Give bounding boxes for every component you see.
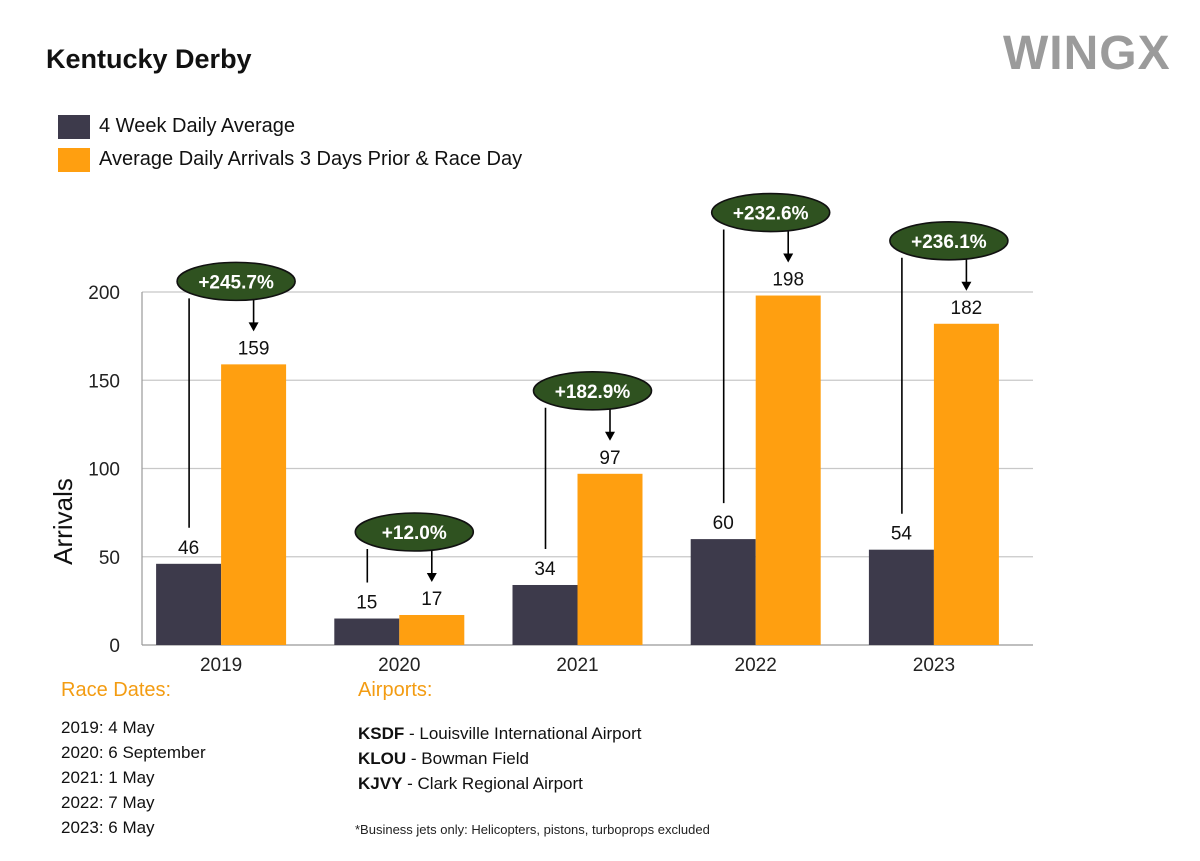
bar-4-week-average (334, 618, 400, 645)
airport-item: KJVY - Clark Regional Airport (358, 771, 641, 796)
legend-label-series-2: Average Daily Arrivals 3 Days Prior & Ra… (99, 148, 523, 170)
airports-title: Airports: (358, 679, 433, 701)
brand-logo: WINGX (1003, 27, 1171, 80)
legend-item-series-1: 4 Week Daily Average (58, 110, 522, 143)
bar-4-week-average (512, 584, 578, 645)
data-label: 15 (356, 593, 377, 614)
airport-code: KJVY (358, 774, 403, 793)
airport-code: KSDF (358, 724, 405, 743)
page-title: Kentucky Derby (46, 44, 252, 74)
race-date-item: 2021: 1 May (61, 768, 155, 787)
annotation-label: +12.0% (382, 523, 447, 544)
y-tick-label: 50 (99, 548, 120, 569)
annotation-arrow-head (783, 253, 794, 263)
y-tick-label: 150 (88, 371, 120, 392)
airport-code: KLOU (358, 749, 407, 768)
annotation-arrow-head (605, 431, 615, 441)
race-date-item: 2023: 6 May (61, 818, 155, 837)
annotation-bubble (176, 261, 296, 302)
y-tick-label: 0 (109, 636, 120, 657)
race-dates-title: Race Dates: (61, 679, 172, 701)
legend-swatch-dark (58, 114, 90, 139)
legend-item-series-2: Average Daily Arrivals 3 Days Prior & Ra… (58, 143, 522, 176)
bar-chart: 0 50 100 150 200 Arrivals 46 159 2019 +245.7% 15 17… (48, 192, 1033, 676)
bar-race-arrivals (221, 364, 287, 645)
data-label: 159 (238, 338, 270, 359)
x-tick-label: 2021 (556, 655, 598, 676)
data-label: 54 (891, 524, 913, 545)
annotation-label: +245.7% (198, 272, 274, 293)
race-dates-list: 2019: 4 May 2020: 6 September 2021: 1 Ma… (61, 715, 206, 840)
airport-name: - Clark Regional Airport (402, 774, 583, 793)
x-tick-label: 2019 (200, 655, 242, 676)
chart-legend: 4 Week Daily Average Average Daily Arriv… (58, 110, 522, 176)
data-label: 97 (599, 448, 620, 469)
annotation-label: +232.6% (733, 204, 809, 225)
annotation-label: +182.9% (555, 382, 631, 403)
bar-race-arrivals (933, 323, 999, 645)
race-date-item: 2020: 6 September (61, 743, 206, 762)
data-label: 60 (713, 513, 734, 534)
data-label: 198 (772, 270, 804, 291)
bar-4-week-average (868, 549, 934, 645)
annotation-arrow-head (961, 281, 972, 291)
legend-label-series-1: 4 Week Daily Average (99, 115, 296, 137)
data-label: 182 (951, 298, 983, 319)
legend-swatch-orange (58, 147, 90, 172)
annotation-arrow-head (426, 572, 437, 582)
bar-race-arrivals (399, 614, 465, 645)
y-tick-label: 100 (88, 460, 120, 481)
airport-item: KLOU - Bowman Field (358, 746, 641, 771)
annotation-bubble (710, 192, 831, 233)
annotation-arrow-head (248, 322, 259, 332)
x-tick-label: 2023 (913, 655, 955, 676)
data-label: 34 (534, 559, 556, 580)
bar-4-week-average (156, 563, 222, 645)
annotation-label: +236.1% (911, 232, 987, 253)
data-label: 17 (421, 589, 442, 610)
y-tick-label: 200 (88, 283, 120, 304)
airport-name: - Louisville International Airport (404, 724, 642, 743)
race-date-item: 2022: 7 May (61, 793, 155, 812)
airports-list: KSDF - Louisville International Airport … (358, 721, 641, 796)
bar-race-arrivals (755, 295, 821, 645)
bar-4-week-average (690, 539, 756, 645)
footnote: *Business jets only: Helicopters, piston… (355, 822, 710, 837)
race-date-item: 2019: 4 May (61, 718, 155, 737)
bar-race-arrivals (577, 473, 643, 645)
annotation-bubble (354, 512, 475, 552)
airport-item: KSDF - Louisville International Airport (358, 721, 641, 746)
annotation-bubble (889, 220, 1009, 261)
data-label: 46 (178, 538, 199, 559)
x-tick-label: 2020 (378, 655, 420, 676)
annotation-bubble (532, 370, 653, 411)
y-axis-title: Arrivals (48, 478, 78, 565)
airport-name: - Bowman Field (406, 749, 529, 768)
x-tick-label: 2022 (735, 655, 777, 676)
